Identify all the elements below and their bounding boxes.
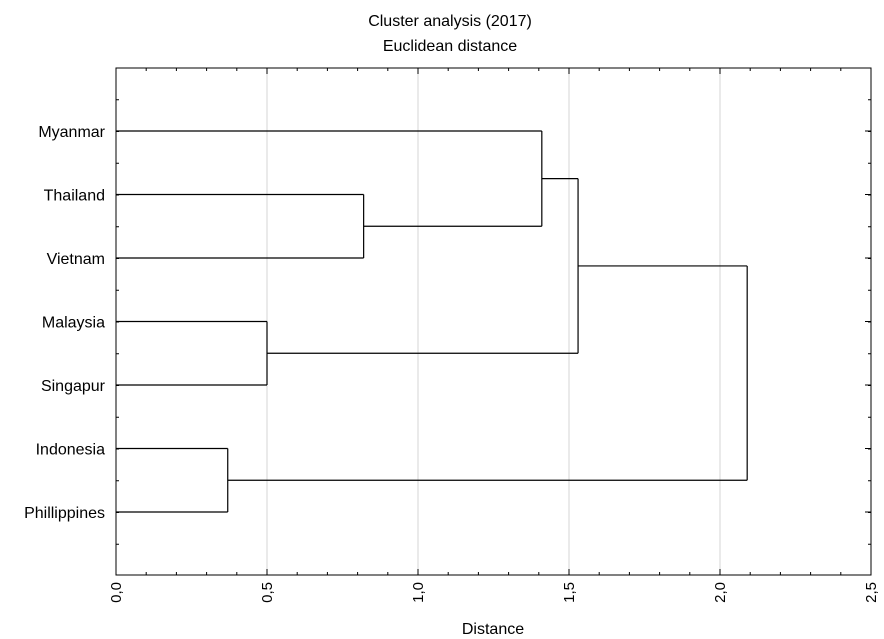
dendrogram-links: [116, 130, 748, 513]
leaf-label: Thailand: [44, 188, 105, 205]
chart-title: Cluster analysis (2017): [368, 13, 532, 30]
leaf-labels: Myanmar Thailand Vietnam Malaysia Singapur In…: [24, 124, 871, 522]
x-axis-title: Distance: [462, 621, 524, 638]
x-tick-label: 0,5: [259, 582, 276, 603]
grid-lines: [266, 68, 721, 575]
leaf-label: Myanmar: [38, 124, 105, 141]
x-tick-label: 0,0: [108, 582, 125, 603]
leaf-label: Vietnam: [47, 251, 105, 268]
leaf-label: Malaysia: [42, 315, 105, 332]
x-tick-label: 2,0: [712, 582, 729, 603]
x-tick-label: 1,0: [410, 582, 427, 603]
x-axis-ticks: 0,0 0,5 1,0 1,5 2,0 2,5: [108, 68, 880, 603]
leaf-label: Indonesia: [36, 442, 105, 459]
chart-subtitle: Euclidean distance: [383, 38, 517, 55]
x-tick-label: 1,5: [561, 582, 578, 603]
x-tick-label: 2,5: [863, 582, 880, 603]
leaf-label: Singapur: [41, 378, 106, 395]
leaf-label: Phillippines: [24, 505, 105, 522]
